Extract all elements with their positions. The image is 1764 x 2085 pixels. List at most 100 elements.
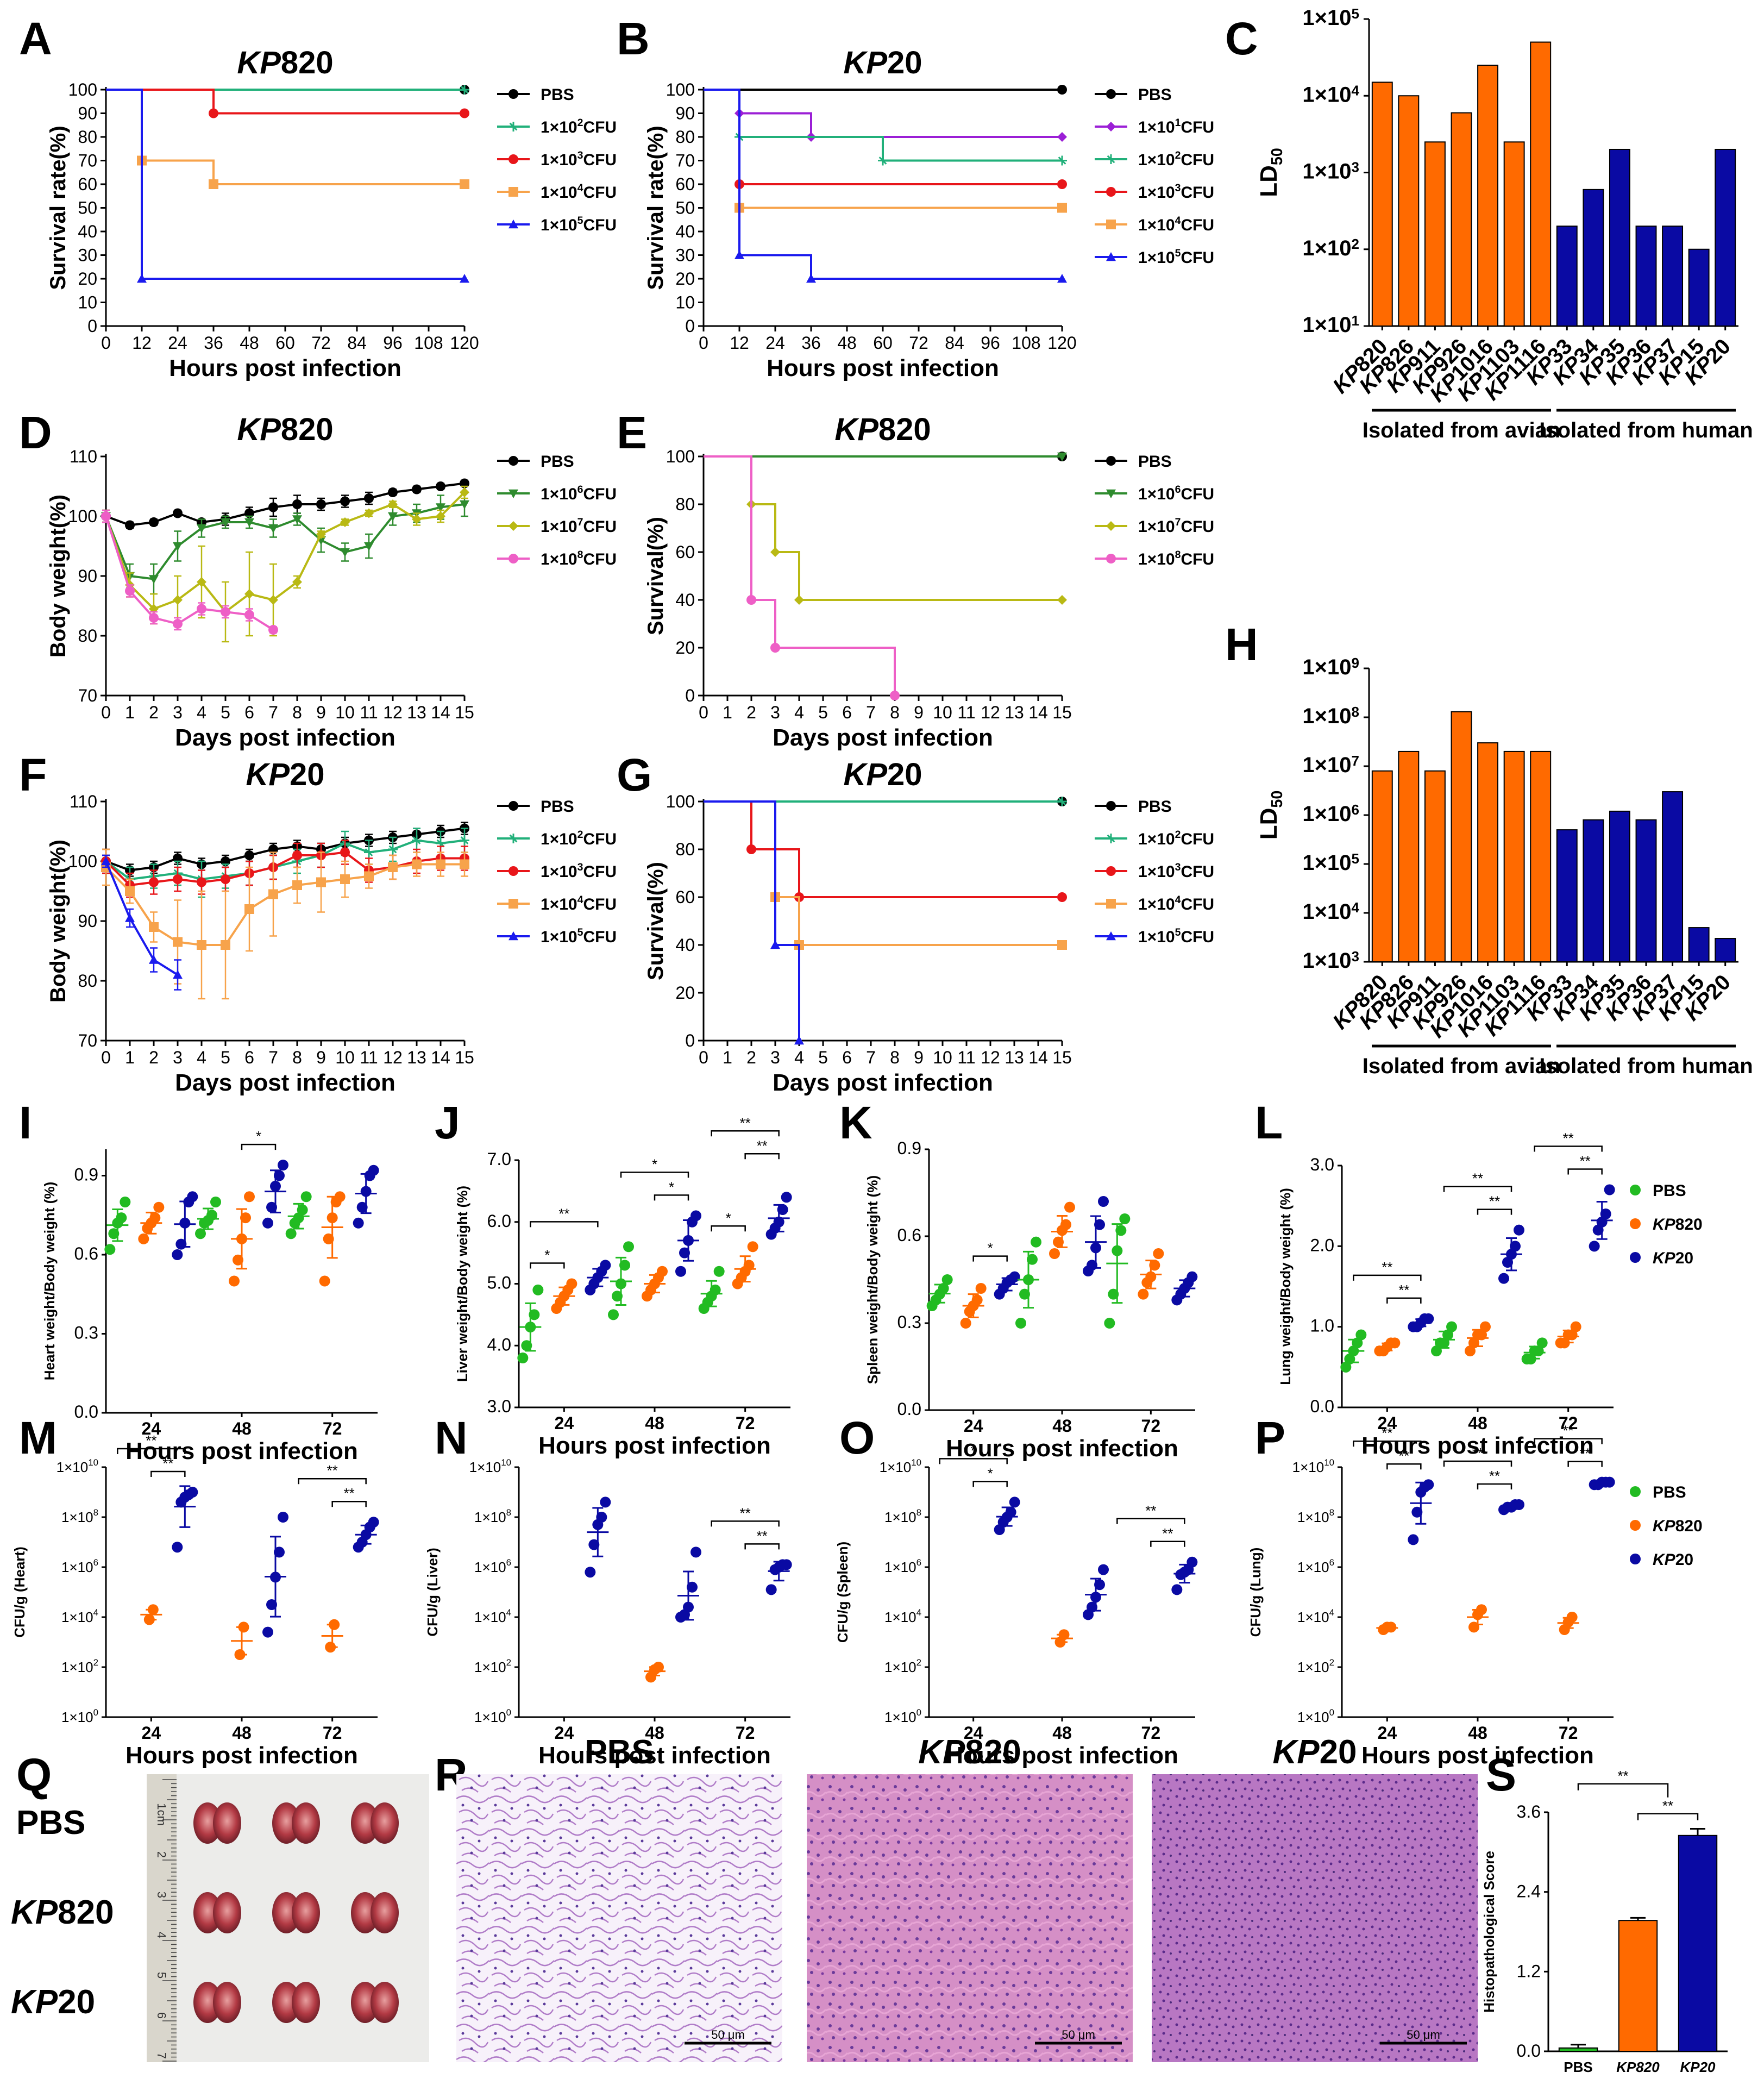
data-point-PBS (619, 1260, 630, 1271)
data-point-KP820 (153, 1201, 165, 1213)
x-tick-label: 7 (866, 1048, 876, 1067)
sig-bracket (150, 1470, 186, 1477)
y-tick-label: 1×104 (1302, 899, 1359, 924)
y-tick-label: 10 (78, 293, 97, 312)
data-point-PBS (210, 1197, 221, 1207)
series-line (105, 482, 465, 527)
data-point-KP20 (187, 1191, 198, 1203)
x-tick-label: 12 (132, 333, 152, 353)
sig-label: ** (1489, 1468, 1500, 1484)
series-marker (1057, 940, 1067, 950)
sig-bracket (972, 1481, 1008, 1487)
x-tick-label: 6 (244, 1048, 254, 1067)
y-tick-label: 1×107 (1302, 753, 1359, 777)
histology-title-kp20: KP20 (1272, 1733, 1357, 1771)
x-tick-label: 48 (837, 333, 857, 353)
y-axis-label: Survival(%) (644, 862, 668, 980)
legend-label: 1×106CFU (541, 484, 617, 503)
series-marker (436, 481, 445, 491)
series-line (704, 455, 896, 696)
sig-label: * (652, 1156, 657, 1172)
x-tick-label: 48 (1052, 1723, 1072, 1743)
data-point-KP820 (1058, 1629, 1070, 1641)
group-label: Isolated from avian (1363, 418, 1561, 442)
x-tick-label: 72 (736, 1723, 755, 1743)
sig-label: ** (1580, 1153, 1591, 1169)
series-marker (244, 610, 254, 620)
data-point-PBS (1536, 1337, 1548, 1349)
y-tick-label: 1×104 (884, 1607, 921, 1625)
data-point-PBS (1431, 1345, 1442, 1357)
series-marker (268, 595, 278, 605)
bar-KP36 (1635, 819, 1657, 963)
y-tick-label: 80 (675, 494, 695, 514)
series-marker (316, 529, 326, 539)
lung-right-lobe (371, 1982, 399, 2023)
y-tick-label: 1×1010 (57, 1457, 98, 1475)
data-point-KP20 (278, 1512, 288, 1523)
data-point-PBS (608, 1309, 619, 1320)
data-point-KP20 (1423, 1313, 1434, 1324)
star-stroke (1058, 156, 1066, 165)
sig-bracket (1534, 1438, 1603, 1444)
data-point-KP20 (585, 1567, 596, 1578)
sig-bracket (1386, 1463, 1422, 1470)
x-tick-label: 7 (268, 703, 278, 722)
x-axis-label: Hours post infection (538, 1432, 771, 1459)
sig-bracket (1637, 1813, 1699, 1820)
x-tick-label: 8 (890, 703, 900, 722)
series-marker (197, 524, 206, 533)
chart-title-B: KP20 (843, 45, 922, 80)
series-marker (1057, 203, 1067, 213)
series-marker (125, 886, 135, 896)
series-line (105, 839, 465, 881)
bar-KP35 (1609, 148, 1630, 327)
data-point-KP820 (1064, 1201, 1075, 1213)
histology-title-pbs: PBS (585, 1733, 654, 1771)
data-point-KP820 (1389, 1337, 1401, 1349)
data-point-PBS (195, 1228, 206, 1239)
series-marker (197, 577, 206, 587)
series-marker (364, 847, 374, 857)
y-tick-label: 1×109 (1302, 655, 1359, 679)
chart-S: 0.0 1.2 2.4 3.6 Histopathological Score PBS KP… (1481, 1768, 1728, 2075)
x-tick-label: 84 (347, 333, 367, 353)
x-tick-label: 11 (360, 703, 378, 722)
y-tick-label: 1×108 (1297, 1507, 1334, 1525)
star-stroke (460, 836, 469, 844)
data-point-PBS (300, 1191, 312, 1203)
legend-marker (509, 834, 518, 843)
series-marker (221, 518, 230, 527)
y-tick-label: 0.6 (74, 1244, 98, 1263)
x-tick-label: 24 (555, 1723, 574, 1743)
lung-left-lobe (351, 1982, 379, 2023)
x-tick-label: 1 (723, 703, 732, 722)
series-marker (340, 847, 350, 857)
x-tick-label: 14 (1028, 1048, 1048, 1067)
bar-KP1016 (1477, 65, 1499, 327)
data-point-KP820 (319, 1275, 330, 1287)
x-tick-label: 12 (383, 1048, 403, 1067)
x-tick-label: 9 (914, 1048, 924, 1067)
histology-image-kp820 (807, 1774, 1133, 2062)
chart-A: KP820 0 10 20 30 40 50 60 70 80 90 100 0 12 24 36 48 60 72… (46, 45, 617, 381)
sig-label: ** (757, 1137, 768, 1154)
x-tick-label: 6 (244, 703, 254, 722)
x-tick-label: 48 (645, 1413, 664, 1433)
bar-KP34 (1583, 819, 1604, 963)
sig-bracket (331, 1500, 367, 1507)
series-marker (137, 274, 147, 283)
y-axis-label: CFU/g (Lung) (1247, 1548, 1264, 1637)
series-marker (173, 874, 183, 884)
data-point-KP20 (353, 1217, 364, 1229)
x-tick-label: 60 (873, 333, 893, 353)
x-tick-label: 36 (801, 333, 821, 353)
sig-label: ** (1398, 1282, 1409, 1298)
x-tick-label: 8 (292, 1048, 302, 1067)
bar-KP926 (1451, 112, 1472, 327)
y-tick-label: 0.3 (897, 1312, 921, 1332)
y-tick-label: 1×108 (474, 1507, 511, 1525)
y-tick-label: 1×1010 (469, 1457, 511, 1475)
